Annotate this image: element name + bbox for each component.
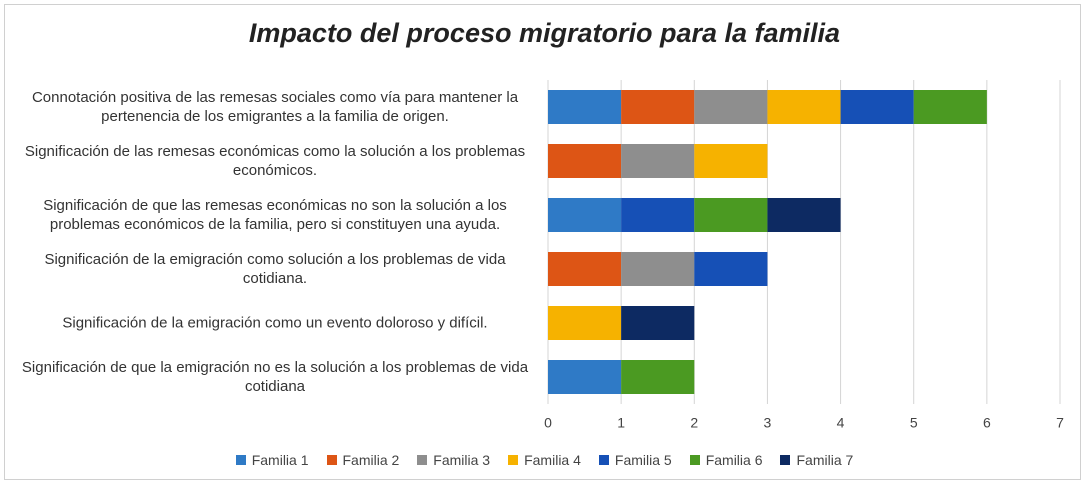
- legend-item: Familia 4: [508, 452, 581, 468]
- bar-segment: [694, 252, 768, 286]
- legend-item: Familia 1: [235, 452, 309, 468]
- legend-item: Familia 5: [598, 452, 672, 468]
- bar-segment: [548, 306, 622, 340]
- legend-swatch: [689, 455, 700, 465]
- legend-swatch: [235, 455, 246, 465]
- category-label: Significación de que la emigración no es…: [21, 359, 529, 395]
- legend-swatch: [598, 455, 609, 465]
- legend: Familia 1 Familia 2 Familia 3 Familia 4 Fami…: [0, 452, 1089, 468]
- chart-frame: [4, 4, 1081, 480]
- bar-segment: [767, 90, 841, 124]
- bar-segment: [694, 90, 768, 124]
- category-label: Significación de que las remesas económi…: [43, 197, 507, 233]
- bar-segment: [548, 360, 622, 394]
- x-tick-label: 3: [764, 415, 772, 431]
- legend-item: Familia 7: [780, 452, 853, 468]
- bar-segment: [621, 144, 695, 178]
- bar-segment: [621, 90, 695, 124]
- x-tick-label: 5: [910, 415, 918, 431]
- bar-segment: [548, 198, 622, 232]
- bar-segment: [913, 90, 987, 124]
- legend-item: Familia 2: [326, 452, 400, 468]
- legend-swatch: [417, 455, 428, 465]
- category-label: Connotación positiva de las remesas soci…: [31, 89, 519, 125]
- legend-label: Familia 2: [342, 452, 400, 468]
- legend-item: Familia 6: [689, 452, 763, 468]
- legend-label: Familia 4: [524, 452, 581, 468]
- x-tick-label: 1: [617, 415, 625, 431]
- legend-label: Familia 7: [796, 452, 854, 468]
- legend-label: Familia 6: [705, 452, 763, 468]
- legend-item: Familia 3: [417, 452, 490, 468]
- x-tick-label: 4: [837, 415, 845, 431]
- legend-swatch: [780, 455, 791, 465]
- legend-label: Familia 1: [251, 452, 309, 468]
- bar-segment: [621, 252, 695, 286]
- bar-segment: [694, 198, 768, 232]
- bar-segment: [621, 198, 695, 232]
- x-tick-label: 6: [983, 415, 991, 431]
- x-tick-label: 7: [1056, 415, 1064, 431]
- legend-label: Familia 3: [433, 452, 491, 468]
- bar-segment: [548, 252, 622, 286]
- category-label: Significación de la emigración como un e…: [62, 314, 488, 332]
- legend-label: Familia 5: [614, 452, 672, 468]
- legend-swatch: [326, 455, 337, 465]
- bar-segment: [694, 144, 768, 178]
- bar-segment: [767, 198, 841, 232]
- bar-segment: [548, 90, 622, 124]
- bar-segment: [621, 360, 695, 394]
- category-label: Significación de la emigración como solu…: [44, 251, 506, 287]
- x-tick-label: 2: [690, 415, 698, 431]
- x-tick-label: 0: [544, 415, 552, 431]
- bar-segment: [621, 306, 695, 340]
- chart-title: Impacto del proceso migratorio para la f…: [248, 18, 841, 48]
- bar-segment: [840, 90, 914, 124]
- bar-segment: [548, 144, 622, 178]
- category-label: Significación de las remesas económicas …: [24, 143, 526, 179]
- legend-swatch: [508, 455, 519, 465]
